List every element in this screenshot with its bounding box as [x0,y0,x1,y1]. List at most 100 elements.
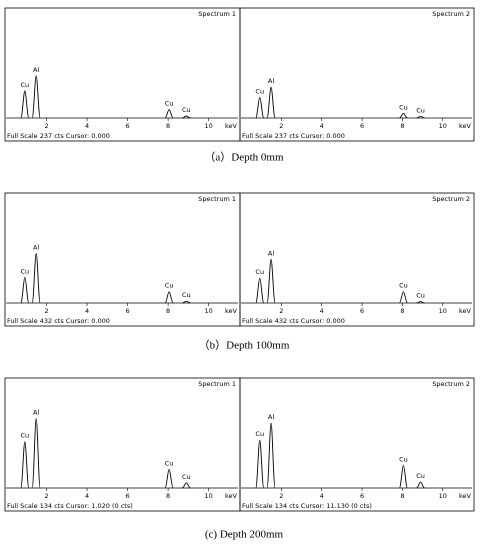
footer: Full Scale 237 cts Cursor: 0.000 [242,132,345,140]
peak-label: Cu [399,103,408,111]
x-tick-label: 10 [439,307,447,315]
peak [20,90,30,119]
x-tick-label: 6 [360,122,364,130]
peak [416,481,425,489]
x-tick-label: 10 [439,492,447,500]
x-axis-label: keV [225,122,238,130]
peak [266,86,276,119]
x-tick-label: 6 [126,492,130,500]
x-tick-label: 2 [279,492,283,500]
peak [182,115,191,119]
peak-label: Cu [165,459,174,467]
peak [20,276,30,304]
spectrum-title: Spectrum 2 [432,195,470,203]
x-tick-label: 8 [166,122,170,130]
spectrum-title: Spectrum 2 [432,10,470,18]
spectrum-title: Spectrum 1 [198,10,236,18]
peak-label: Cu [21,81,30,89]
peak-label: Cu [399,282,408,290]
x-tick-label: 6 [126,122,130,130]
x-tick-label: 8 [400,492,404,500]
peak [416,115,425,119]
peak [164,468,174,489]
peak [31,75,41,119]
footer: Full Scale 134 cts Cursor: 11.130 (0 cts… [242,502,372,510]
x-tick-label: 10 [204,307,212,315]
peak-label: Cu [416,106,425,114]
peak-label: Al [268,77,274,85]
x-tick-label: 2 [279,122,283,130]
peak-label: Cu [182,291,191,299]
x-tick-label: 8 [166,492,170,500]
peak-label: Al [33,243,39,251]
panel-frame [239,377,475,512]
caption: （b）Depth 100mm [199,339,290,352]
panel-frame [239,7,475,142]
peak-label: Cu [182,473,191,481]
spectrum-title: Spectrum 2 [432,380,470,388]
x-tick-label: 4 [320,122,324,130]
x-tick-label: 10 [204,122,212,130]
peak [266,422,276,489]
peak [399,112,408,119]
x-tick-label: 4 [85,307,89,315]
x-tick-label: 2 [44,122,48,130]
peak-label: Al [33,66,39,74]
x-tick-label: 4 [320,307,324,315]
x-tick-label: 4 [320,492,324,500]
peak-label: Al [268,413,274,421]
spectrum-title: Spectrum 1 [198,380,236,388]
x-tick-label: 8 [166,307,170,315]
peak-label: Cu [21,267,30,275]
peak [416,301,425,304]
peak-label: Cu [182,106,191,114]
peak-label: Cu [255,268,264,276]
x-tick-label: 6 [360,492,364,500]
footer: Full Scale 432 cts Cursor: 0.000 [242,317,345,325]
footer: Full Scale 432 cts Cursor: 0.000 [7,317,110,325]
peak [398,291,408,304]
x-tick-label: 2 [44,492,48,500]
peak-label: Cu [21,432,30,440]
peak [20,441,30,489]
peak [398,465,408,489]
peak [164,109,174,119]
x-axis-label: keV [225,307,238,315]
peak [31,253,41,304]
x-tick-label: 4 [85,492,89,500]
peak-label: Cu [255,430,264,438]
peak-label: Cu [255,87,264,95]
x-axis-label: keV [459,307,472,315]
x-tick-label: 8 [400,122,404,130]
x-axis-label: keV [459,122,472,130]
peak-label: Cu [165,100,174,108]
x-tick-label: 2 [279,307,283,315]
peak [266,258,276,304]
peak [31,418,41,489]
x-axis-label: keV [225,492,238,500]
peak [182,482,191,489]
peak-label: Cu [165,282,174,290]
x-tick-label: 10 [439,122,447,130]
caption: (c) Depth 200mm [205,529,284,541]
peak [182,300,191,304]
peak-label: Cu [399,456,408,464]
x-tick-label: 2 [44,307,48,315]
x-tick-label: 6 [126,307,130,315]
x-axis-label: keV [459,492,472,500]
caption: （a）Depth 0mm [204,151,284,164]
peak [255,439,265,489]
x-tick-label: 6 [360,307,364,315]
footer: Full Scale 134 cts Cursor: 1.020 (0 cts) [7,502,133,510]
peak-label: Al [33,409,39,417]
peak-label: Cu [416,472,425,480]
footer: Full Scale 237 cts Cursor: 0.000 [7,132,110,140]
peak [255,277,265,304]
peak-label: Al [268,249,274,257]
peak [164,291,174,304]
x-tick-label: 10 [204,492,212,500]
x-tick-label: 8 [400,307,404,315]
spectrum-title: Spectrum 1 [198,195,236,203]
panel-frame [239,192,475,327]
